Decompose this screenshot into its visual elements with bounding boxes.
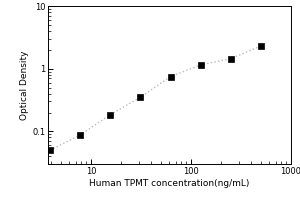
- Y-axis label: Optical Density: Optical Density: [20, 50, 29, 120]
- X-axis label: Human TPMT concentration(ng/mL): Human TPMT concentration(ng/mL): [89, 179, 250, 188]
